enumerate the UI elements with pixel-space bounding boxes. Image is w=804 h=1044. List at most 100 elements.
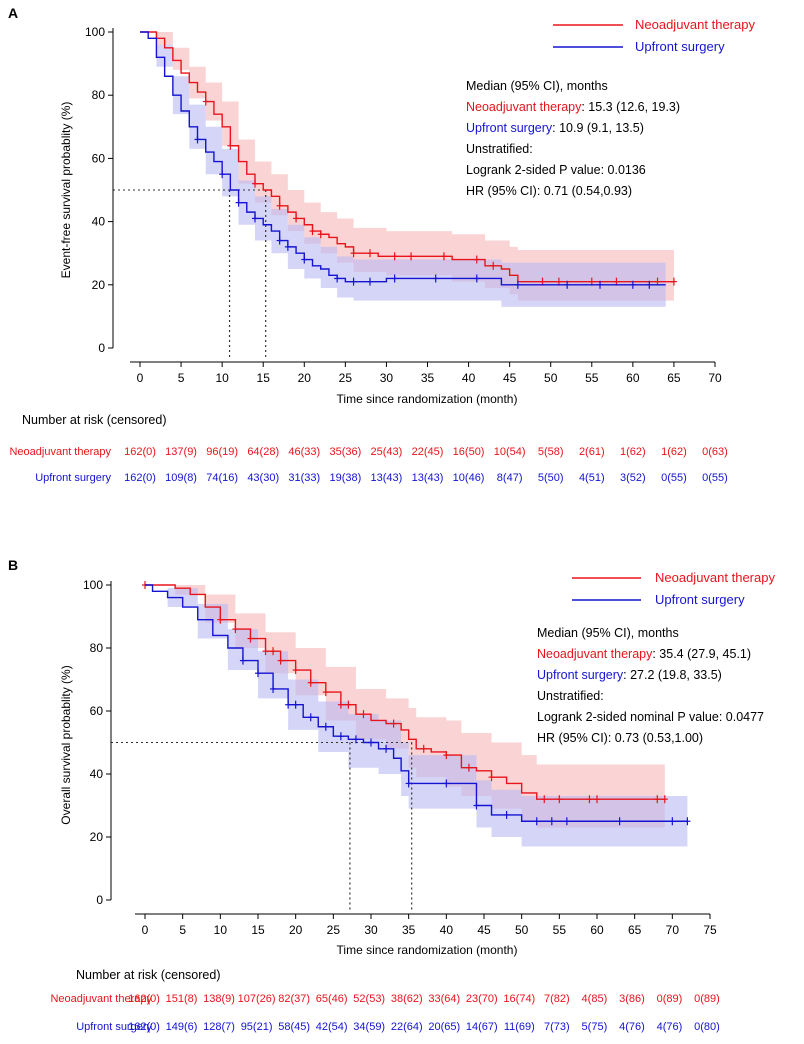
x-tick-label: 25 <box>327 923 341 937</box>
risk-cell: 22(45) <box>412 446 444 458</box>
risk-cell: 138(9) <box>203 993 235 1005</box>
risk-cell: 149(6) <box>166 1021 198 1033</box>
stats-up-label: Upfront surgery <box>466 121 553 135</box>
risk-cell: 4(76) <box>657 1021 683 1033</box>
risk-cell: 5(75) <box>582 1021 608 1033</box>
y-tick-label: 0 <box>96 893 103 907</box>
y-tick-label: 20 <box>92 278 106 292</box>
x-tick-label: 0 <box>137 371 144 385</box>
stats-pvalue: Logrank 2-sided nominal P value: 0.0477 <box>537 710 764 724</box>
legend-label-upfront: Upfront surgery <box>635 39 725 54</box>
x-tick-label: 45 <box>477 923 491 937</box>
risk-cell: 0(89) <box>694 993 720 1005</box>
x-tick-label: 70 <box>708 371 722 385</box>
stats-unstratified: Unstratified: <box>466 142 533 156</box>
risk-cell: 7(73) <box>544 1021 570 1033</box>
x-tick-label: 65 <box>667 371 681 385</box>
risk-row-label: Upfront surgery <box>35 472 111 484</box>
risk-cell: 8(47) <box>497 472 523 484</box>
risk-cell: 10(46) <box>453 472 485 484</box>
risk-cell: 3(52) <box>620 472 646 484</box>
risk-cell: 19(38) <box>329 472 361 484</box>
panel-label: B <box>8 557 18 573</box>
risk-cell: 31(33) <box>288 472 320 484</box>
stats-neo-value: : 15.3 (12.6, 19.3) <box>581 100 680 114</box>
risk-table-title: Number at risk (censored) <box>76 968 221 982</box>
stats-median-upfront: Upfront surgery: 27.2 (19.8, 33.5) <box>537 668 722 682</box>
stats-hazard-ratio: HR (95% CI): 0.71 (0.54,0.93) <box>466 184 632 198</box>
x-tick-label: 60 <box>590 923 604 937</box>
x-tick-label: 20 <box>289 923 303 937</box>
risk-cell: 0(80) <box>694 1021 720 1033</box>
risk-cell: 0(55) <box>702 472 728 484</box>
risk-cell: 4(51) <box>579 472 605 484</box>
y-tick-label: 100 <box>83 578 103 592</box>
risk-cell: 1(62) <box>661 446 687 458</box>
risk-cell: 52(53) <box>353 993 385 1005</box>
x-tick-label: 10 <box>214 923 228 937</box>
risk-cell: 14(67) <box>466 1021 498 1033</box>
risk-cell: 109(8) <box>165 472 197 484</box>
x-tick-label: 5 <box>178 371 185 385</box>
risk-cell: 58(45) <box>278 1021 310 1033</box>
x-axis-title: Time since randomization (month) <box>337 943 518 957</box>
risk-cell: 74(16) <box>206 472 238 484</box>
stats-title: Median (95% CI), months <box>466 79 608 93</box>
y-tick-label: 80 <box>90 641 104 655</box>
y-tick-label: 40 <box>92 215 106 229</box>
risk-cell: 82(37) <box>278 993 310 1005</box>
risk-cell: 5(50) <box>538 472 564 484</box>
risk-cell: 3(86) <box>619 993 645 1005</box>
panel-label: A <box>8 5 18 21</box>
stats-title: Median (95% CI), months <box>537 626 679 640</box>
x-tick-label: 0 <box>142 923 149 937</box>
risk-cell: 7(82) <box>544 993 570 1005</box>
risk-cell: 96(19) <box>206 446 238 458</box>
risk-cell: 107(26) <box>238 993 276 1005</box>
stats-median-neoadjuvant: Neoadjuvant therapy: 35.4 (27.9, 45.1) <box>537 647 751 661</box>
risk-cell: 128(7) <box>203 1021 235 1033</box>
stats-neo-value: : 35.4 (27.9, 45.1) <box>652 647 751 661</box>
panel-b: B 0 20 40 60 80 100 0 5 10 15 20 25 30 35 40 45 50 55 60 65 7… <box>8 557 775 1033</box>
risk-row-label: Neoadjuvant therapy <box>9 446 111 458</box>
x-tick-label: 55 <box>585 371 599 385</box>
x-tick-label: 30 <box>364 923 378 937</box>
risk-cell: 46(33) <box>288 446 320 458</box>
risk-cell: 95(21) <box>241 1021 273 1033</box>
y-tick-label: 40 <box>90 767 104 781</box>
y-axis-title: Overall survival probablity (%) <box>59 665 73 824</box>
risk-cell: 11(69) <box>504 1021 535 1033</box>
risk-row-label: Upfront surgery <box>76 1021 152 1033</box>
risk-cell: 65(46) <box>316 993 348 1005</box>
risk-cell: 34(59) <box>353 1021 385 1033</box>
risk-cell: 42(54) <box>316 1021 348 1033</box>
y-tick-label: 80 <box>92 88 106 102</box>
risk-row-label: Neoadjuvant therapy <box>50 993 152 1005</box>
risk-cell: 0(89) <box>657 993 683 1005</box>
x-tick-label: 10 <box>215 371 229 385</box>
x-tick-label: 40 <box>440 923 454 937</box>
y-axis-title: Event-free survival probablity (%) <box>59 102 73 279</box>
x-tick-label: 35 <box>402 923 416 937</box>
x-tick-label: 45 <box>503 371 517 385</box>
risk-cell: 43(30) <box>247 472 279 484</box>
risk-cell: 137(9) <box>165 446 197 458</box>
risk-cell: 16(74) <box>503 993 535 1005</box>
stats-unstratified: Unstratified: <box>537 689 604 703</box>
stats-up-value: : 10.9 (9.1, 13.5) <box>552 121 644 135</box>
x-tick-label: 5 <box>179 923 186 937</box>
survival-curve-upfront <box>145 584 688 822</box>
risk-cell: 10(54) <box>494 446 526 458</box>
stats-hazard-ratio: HR (95% CI): 0.73 (0.53,1.00) <box>537 731 703 745</box>
x-tick-label: 55 <box>553 923 567 937</box>
x-tick-label: 30 <box>380 371 394 385</box>
risk-cell: 23(70) <box>466 993 498 1005</box>
x-axis-title: Time since randomization (month) <box>337 392 518 406</box>
stats-pvalue: Logrank 2-sided P value: 0.0136 <box>466 163 646 177</box>
x-tick-label: 75 <box>703 923 717 937</box>
y-tick-label: 60 <box>90 704 104 718</box>
stats-up-label: Upfront surgery <box>537 668 624 682</box>
x-tick-label: 65 <box>628 923 642 937</box>
y-tick-label: 100 <box>85 25 105 39</box>
